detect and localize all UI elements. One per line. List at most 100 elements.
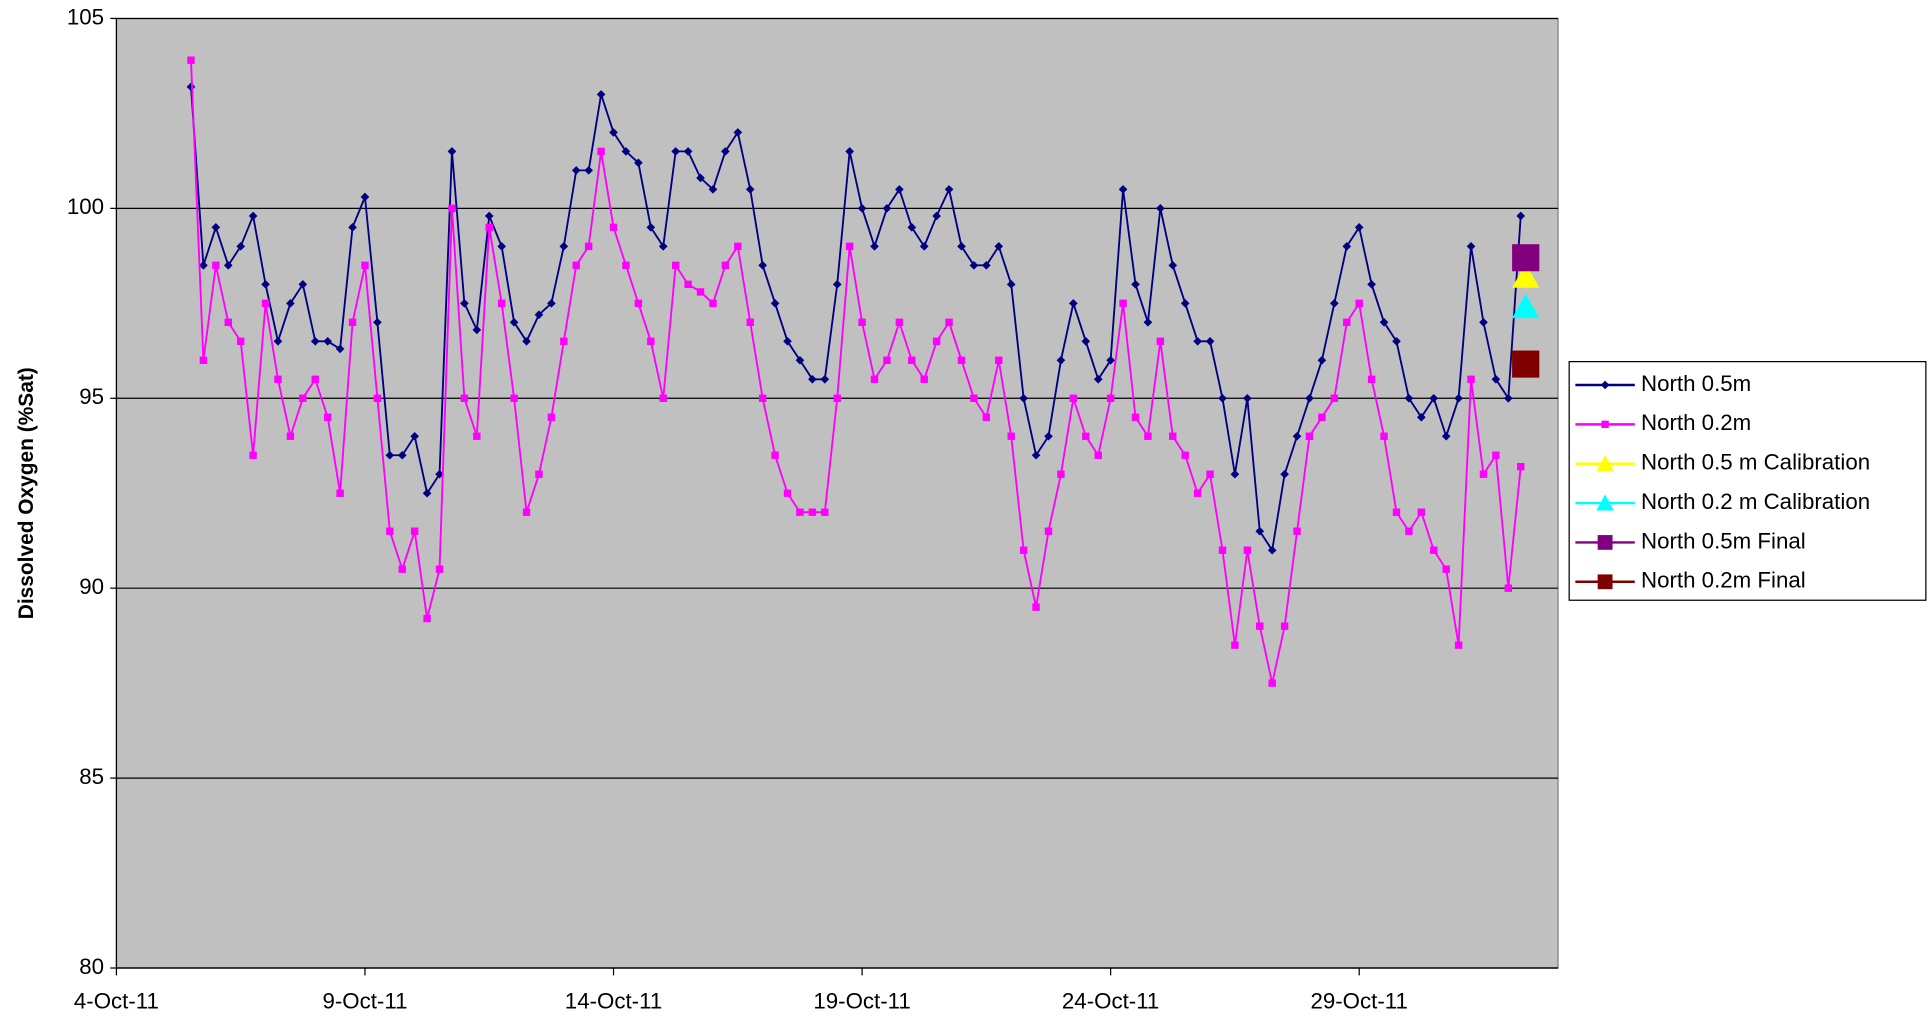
point — [945, 318, 953, 326]
point — [1082, 432, 1090, 440]
point — [1342, 242, 1352, 251]
point — [696, 173, 705, 183]
point — [1330, 394, 1339, 402]
point — [1416, 412, 1426, 422]
point — [1044, 431, 1053, 441]
point — [932, 337, 941, 345]
point — [908, 356, 916, 364]
point — [1516, 211, 1526, 221]
x-tick-label: 29-Oct-11 — [1310, 988, 1407, 1013]
point — [360, 192, 370, 202]
point — [1094, 451, 1102, 459]
point — [199, 261, 208, 270]
point — [982, 413, 991, 421]
point — [845, 242, 854, 251]
point — [795, 355, 805, 365]
point — [721, 261, 730, 270]
point — [1404, 393, 1414, 403]
y-tick-label: 100 — [67, 194, 104, 219]
point — [982, 261, 991, 270]
y-tick-label: 90 — [79, 574, 104, 599]
legend-marker — [1596, 494, 1614, 511]
point — [311, 375, 319, 383]
point — [622, 261, 630, 270]
point — [1318, 413, 1326, 421]
point — [832, 280, 842, 289]
point — [1106, 355, 1115, 365]
point — [497, 242, 507, 251]
point — [1069, 394, 1078, 402]
point — [646, 223, 656, 232]
plot-area — [115, 17, 1559, 969]
point — [609, 223, 618, 232]
point — [472, 325, 482, 335]
point — [597, 147, 605, 156]
point — [1057, 470, 1065, 478]
point — [857, 204, 867, 213]
point — [522, 508, 531, 516]
point — [584, 242, 593, 251]
point — [1305, 432, 1314, 440]
point — [1280, 469, 1289, 479]
point — [746, 318, 754, 326]
point — [758, 261, 767, 270]
point — [1056, 355, 1066, 365]
point — [335, 344, 345, 354]
legend-label: North 0.5m — [1641, 371, 1751, 396]
legend-marker — [1597, 574, 1613, 590]
point — [298, 280, 308, 289]
series-line — [190, 86, 1522, 553]
point — [808, 508, 817, 516]
point — [1454, 641, 1463, 649]
point — [310, 336, 320, 346]
point — [883, 356, 891, 364]
point — [1181, 451, 1189, 459]
point — [348, 223, 357, 232]
point — [1019, 393, 1028, 403]
point — [1405, 527, 1413, 535]
point — [1168, 261, 1178, 270]
point — [1256, 622, 1264, 630]
point — [336, 489, 344, 497]
point — [671, 261, 680, 270]
point — [361, 261, 369, 270]
point — [733, 128, 743, 137]
point — [1354, 223, 1364, 232]
point — [1380, 432, 1388, 440]
point — [696, 288, 705, 296]
point — [398, 565, 406, 573]
point — [808, 374, 817, 384]
point — [882, 204, 892, 213]
legend-label: North 0.5 m Calibration — [1641, 450, 1870, 475]
point — [1144, 432, 1152, 440]
point — [708, 185, 718, 194]
point — [1343, 318, 1351, 326]
point — [1267, 545, 1277, 555]
point — [658, 242, 668, 251]
point — [323, 413, 332, 421]
point — [273, 336, 283, 346]
point — [547, 413, 556, 421]
point — [1417, 508, 1426, 516]
point — [833, 394, 841, 402]
point — [745, 185, 755, 194]
legend-marker — [1596, 455, 1614, 472]
point — [821, 508, 829, 516]
point — [1512, 293, 1540, 319]
point — [373, 318, 382, 327]
point — [1467, 375, 1475, 383]
point — [423, 614, 431, 623]
point — [647, 337, 655, 345]
point — [435, 469, 444, 479]
point — [460, 394, 469, 402]
point — [348, 318, 357, 326]
point — [920, 375, 928, 383]
point — [1044, 527, 1053, 535]
point — [1429, 393, 1439, 403]
point — [1504, 584, 1513, 592]
point — [299, 394, 307, 402]
y-axis-title: Dissolved Oxygen (%Sat) — [15, 367, 38, 619]
point — [783, 489, 792, 497]
point — [435, 565, 444, 573]
y-tick-label: 95 — [79, 384, 104, 409]
